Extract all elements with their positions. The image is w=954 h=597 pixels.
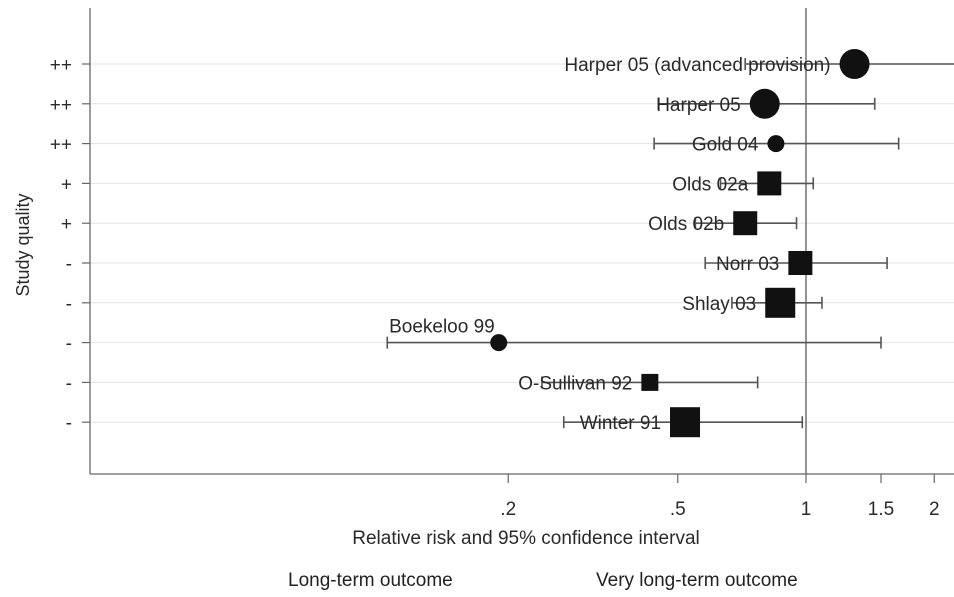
study-label: Olds 02a: [672, 174, 748, 195]
quality-label: ++: [50, 135, 72, 156]
x-tick-label: 1.5: [868, 499, 894, 520]
study-label: Gold 04: [692, 135, 759, 156]
quality-label: -: [66, 294, 72, 315]
point-estimate: [641, 373, 659, 391]
y-axis-label: Study quality: [13, 193, 33, 296]
x-axis-label: Relative risk and 95% confidence interva…: [352, 528, 699, 549]
study-label: O-Sullivan 92: [518, 373, 632, 394]
gridlines: [90, 63, 954, 423]
study-label: Harper 05 (advanced provision): [564, 55, 830, 76]
quality-label: -: [66, 413, 72, 434]
study-marks: [386, 49, 954, 438]
point-estimate: [757, 171, 782, 196]
x-tick-label: 2: [929, 499, 940, 520]
study-label: Olds 02b: [648, 214, 724, 235]
point-estimate: [839, 49, 870, 79]
point-estimate: [733, 211, 758, 236]
legend-item-long-term: Long-term outcome: [288, 570, 453, 591]
quality-label: -: [66, 334, 72, 355]
quality-label: -: [66, 373, 72, 394]
x-tick-label: 1: [801, 499, 812, 520]
point-estimate: [788, 251, 813, 275]
quality-label: -: [66, 254, 72, 275]
point-estimate: [749, 88, 780, 119]
axes: .2 .5 1 1.5 2: [82, 8, 954, 520]
study-label: Norr 03: [716, 254, 779, 275]
point-estimate: [670, 407, 701, 438]
forest-plot: .2.5 1 1.5 2 ++ Harper 05 (advanced provisio…: [13, 8, 954, 549]
study-label: Winter 91: [580, 413, 661, 434]
point-estimate: [767, 135, 785, 153]
x-tick-label: .5: [670, 499, 686, 520]
legend-item-very-long-term: Very long-term outcome: [596, 570, 798, 591]
legend: Long-term outcome Very long-term outcome: [0, 570, 954, 594]
study-labels: ++ Harper 05 (advanced provision)++ Harper…: [50, 55, 831, 434]
x-tick-label: .2: [500, 499, 516, 520]
quality-label: ++: [50, 95, 72, 116]
study-label: Boekeloo 99: [389, 317, 495, 338]
study-label: Harper 05: [656, 95, 741, 116]
quality-label: +: [61, 214, 72, 235]
point-estimate: [490, 334, 508, 352]
study-label: Shlay 03: [682, 294, 756, 315]
quality-label: ++: [50, 55, 72, 76]
point-estimate: [765, 287, 796, 318]
quality-label: +: [61, 174, 72, 195]
